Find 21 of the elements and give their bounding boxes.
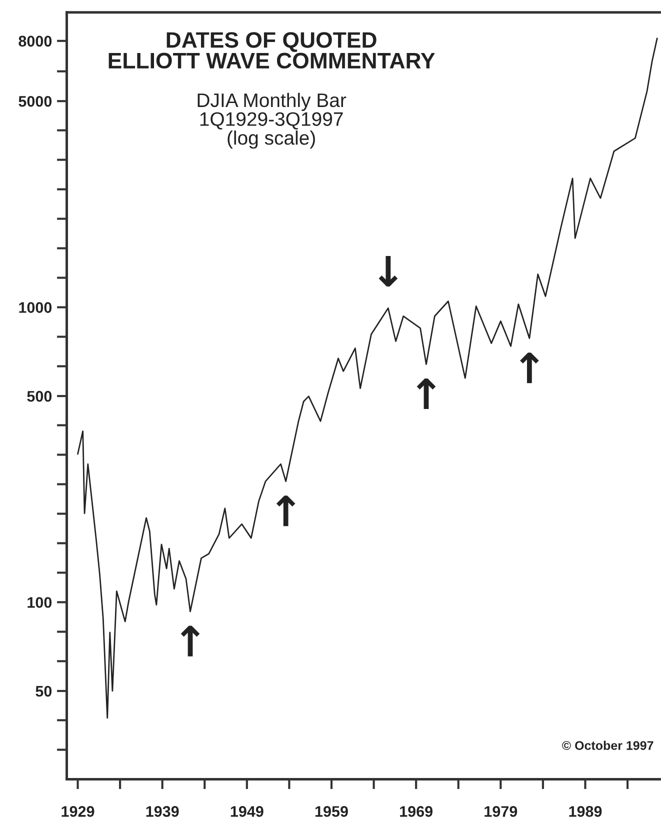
y-tick-label: 1000 [19, 302, 52, 313]
y-tick-label: 500 [27, 390, 52, 402]
x-tick-label: 1979 [484, 806, 518, 817]
annotation: ↓ [378, 256, 398, 286]
y-tick-label: 5000 [18, 96, 52, 107]
y-tick-label: 8000 [18, 36, 52, 47]
text: DJIA Monthly Bar 1Q1929-3Q1997 (log scale) [198, 92, 346, 149]
annotation: ↑ [180, 626, 200, 656]
x-tick-label: 1929 [62, 806, 94, 817]
y-tick-label: 50 [36, 686, 52, 697]
x-tick-label: 1959 [315, 806, 348, 817]
annotation: ↑ [520, 352, 539, 384]
y-tick-label: 100 [28, 597, 52, 608]
x-tick-label: 1989 [569, 806, 602, 817]
text: DATES OF QUOTED ELLIOTT WAVE COMMENTARY [108, 32, 435, 69]
x-tick-label: 1949 [230, 806, 264, 817]
annotation: ↑ [416, 378, 436, 410]
x-tick-label: 1969 [400, 806, 433, 817]
x-tick-label: 1939 [146, 806, 179, 817]
annotation: ↑ [276, 496, 296, 526]
annotation: © October 1997 [562, 740, 654, 750]
